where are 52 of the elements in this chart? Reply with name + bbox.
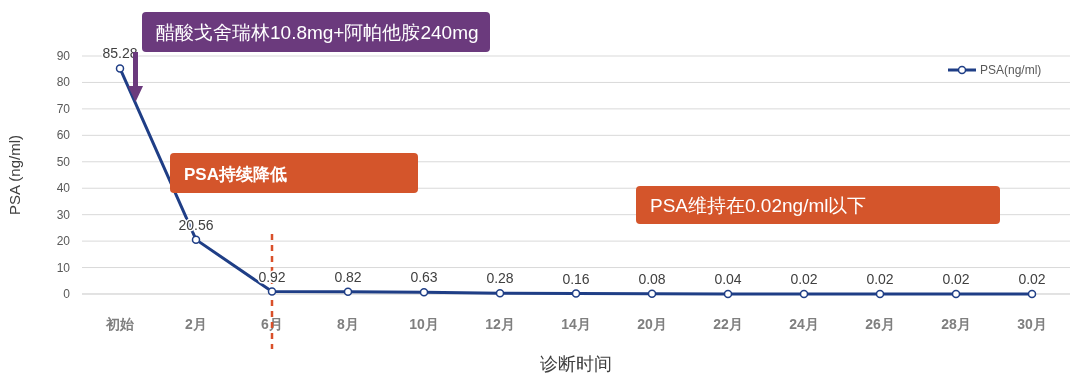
y-tick-label: 70	[56, 101, 71, 116]
x-tick-label: 初始	[105, 316, 135, 332]
legend-label: PSA(ng/ml)	[980, 63, 1042, 77]
point	[267, 287, 277, 296]
text: 醋酸戈舍瑞林10.8mg+阿帕他胺240mg	[156, 22, 479, 43]
data-label: 0.02	[1018, 270, 1046, 287]
point	[495, 289, 505, 298]
point	[191, 235, 201, 244]
data-label: 0.02	[866, 270, 894, 287]
x-tick-label: 22月	[713, 316, 743, 332]
point	[571, 289, 581, 298]
data-label: 0.16	[562, 270, 590, 287]
point	[723, 289, 733, 299]
data-label: 0.63	[410, 269, 438, 286]
point	[343, 287, 353, 297]
x-tick-label: 28月	[941, 316, 971, 332]
x-tick-label: 30月	[1017, 316, 1047, 332]
point	[799, 289, 809, 299]
data-label: 0.82	[334, 268, 362, 285]
y-tick-label: 10	[56, 260, 71, 275]
y-axis-title: PSA (ng/ml)	[6, 134, 23, 216]
x-tick-label: 14月	[561, 316, 591, 332]
x-tick-label: 8月	[337, 316, 359, 332]
data-label: 0.04	[714, 270, 742, 287]
point	[875, 289, 885, 299]
y-tick-label: 20	[56, 234, 71, 249]
data-label: 0.02	[942, 270, 970, 287]
y-tick-label: 80	[56, 75, 71, 90]
y-tick-label: 30	[56, 207, 71, 222]
data-label: 0.02	[790, 270, 818, 287]
x-tick-label: 20月	[637, 316, 667, 332]
y-tick-label: 0	[63, 287, 71, 301]
data-label: 0.08	[638, 270, 666, 287]
y-tick-label: 40	[56, 181, 71, 196]
y-tick-label: 90	[56, 49, 71, 63]
data-label: 0.92	[258, 268, 286, 285]
y-tick-label: 50	[56, 154, 71, 169]
point	[419, 288, 429, 297]
point	[647, 289, 657, 299]
x-tick-label: 2月	[185, 316, 207, 332]
point	[115, 64, 125, 73]
point	[1027, 289, 1037, 299]
y-tick-label: 60	[56, 128, 71, 143]
x-tick-label: 12月	[485, 316, 515, 332]
x-tick-label: 26月	[865, 316, 895, 332]
x-axis-title: 诊断时间	[540, 354, 612, 374]
x-tick-label: 24月	[789, 316, 819, 332]
annotation: PSA维持在0.02ng/ml以下	[650, 195, 867, 216]
x-tick-label: 10月	[409, 316, 439, 332]
annotation: PSA持续降低	[184, 165, 287, 184]
data-label: 0.28	[486, 270, 514, 287]
point	[951, 289, 961, 299]
